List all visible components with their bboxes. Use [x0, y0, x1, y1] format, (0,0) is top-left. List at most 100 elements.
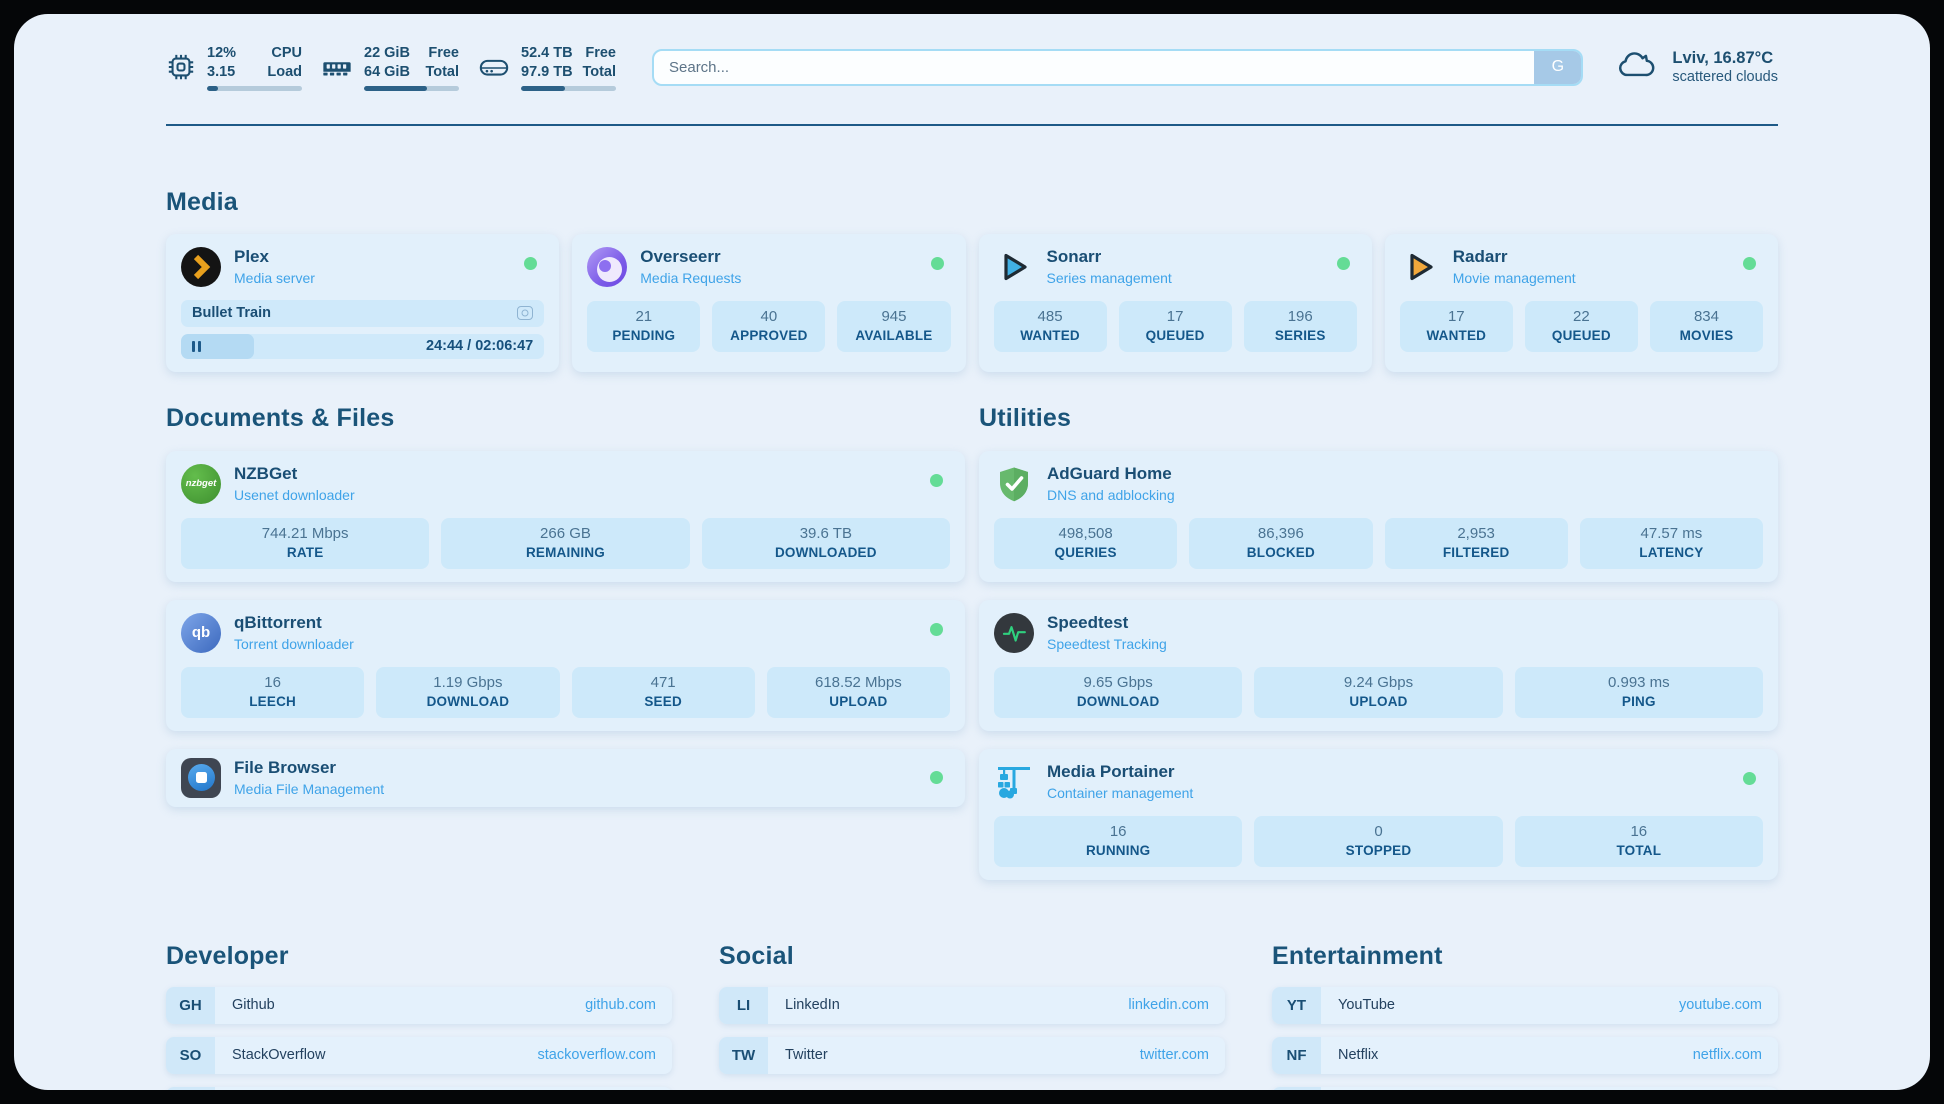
disk-progress-bar — [521, 85, 616, 91]
section-utilities: Utilities — [979, 404, 1778, 880]
cloud-icon — [1615, 47, 1659, 88]
app-title: Media Portainer — [1047, 762, 1175, 782]
status-dot — [524, 256, 538, 270]
ram-labels: Free Total — [425, 45, 459, 80]
disk-icon — [478, 52, 510, 82]
portainer-icon — [994, 762, 1034, 802]
section-title-social: Social — [719, 941, 794, 970]
app-title: AdGuard Home — [1047, 464, 1172, 484]
app-card-portainer[interactable]: Media Portainer Container management 16 … — [979, 748, 1778, 880]
stat-tile: 17 WANTED — [1399, 300, 1513, 352]
bookmark-netflix[interactable]: NF Netflix netflix.com — [1272, 1036, 1778, 1074]
stat-tile: 47.57 ms LATENCY — [1579, 517, 1763, 569]
weather-location-temp: Lviv, 16.87°C — [1672, 49, 1774, 68]
stat-tile: 9.24 Gbps UPLOAD — [1254, 666, 1503, 718]
cpu-stat: 12% 3.15 CPU Load — [166, 44, 302, 91]
bookmark-name: Twitter — [785, 1047, 828, 1064]
dashboard-page: 12% 3.15 CPU Load — [14, 14, 1930, 1090]
bookmark-github[interactable]: GH Github github.com — [166, 986, 672, 1024]
disk-labels: Free Total — [582, 45, 616, 80]
sonarr-icon — [994, 247, 1034, 287]
bookmark-url: github.com — [585, 997, 656, 1014]
speedtest-icon — [994, 612, 1034, 653]
plex-icon — [181, 246, 221, 287]
pause-icon[interactable] — [192, 340, 202, 352]
app-title: Plex — [234, 247, 269, 267]
stat-tile: 945 AVAILABLE — [837, 300, 951, 352]
cpu-progress-bar — [207, 85, 302, 91]
app-subtitle: Media server — [234, 269, 315, 286]
bookmark-name: Github — [232, 997, 275, 1014]
disk-stat: 52.4 TB 97.9 TB Free Total — [478, 44, 616, 91]
search-input[interactable] — [652, 48, 1584, 86]
app-card-filebrowser[interactable]: File Browser Media File Management — [166, 748, 965, 807]
disk-values: 52.4 TB 97.9 TB — [521, 45, 573, 80]
bookmark-abbr: LI — [719, 986, 768, 1024]
bookmark-reddit[interactable]: RE Reddit reddit.com — [1272, 1086, 1778, 1090]
app-subtitle: DNS and adblocking — [1047, 486, 1175, 503]
bookmark-abbr: YT — [1272, 986, 1321, 1024]
ram-stat: 22 GiB 64 GiB Free Total — [321, 44, 459, 91]
bookmarks-developer: Developer GH Github github.com SO StackO… — [166, 942, 672, 1090]
bookmark-linkedin[interactable]: LI LinkedIn linkedin.com — [719, 986, 1225, 1024]
stat-tile: 2,953 FILTERED — [1384, 517, 1568, 569]
bookmark-youtube[interactable]: YT YouTube youtube.com — [1272, 986, 1778, 1024]
cpu-values: 12% 3.15 — [207, 45, 237, 80]
app-card-nzbget[interactable]: nzbget NZBGet Usenet downloader 744.21 M… — [166, 450, 965, 582]
stat-tile: 498,508 QUERIES — [994, 517, 1178, 569]
radarr-icon — [1400, 247, 1440, 287]
filebrowser-icon — [181, 757, 221, 798]
bookmark-dev[interactable]: DT DEV dev.to — [166, 1086, 672, 1090]
app-subtitle: Series management — [1046, 269, 1172, 286]
stat-tile: 0 STOPPED — [1254, 815, 1503, 867]
app-card-plex[interactable]: Plex Media server Bullet Train 24:44 / 0… — [166, 233, 560, 372]
stat-tile: 266 GB REMAINING — [441, 517, 690, 569]
status-dot — [1743, 256, 1756, 270]
stat-tile: 744.21 Mbps RATE — [181, 517, 430, 569]
section-title-documents: Documents & Files — [166, 403, 395, 432]
top-bar: 12% 3.15 CPU Load — [166, 14, 1778, 91]
bookmark-twitter[interactable]: TW Twitter twitter.com — [719, 1036, 1225, 1074]
bookmark-name: Netflix — [1338, 1047, 1379, 1064]
app-card-speedtest[interactable]: Speedtest Speedtest Tracking 9.65 Gbps D… — [979, 599, 1778, 731]
search-engine-button[interactable]: G — [1534, 50, 1582, 84]
stat-tile: 22 QUEUED — [1524, 300, 1638, 352]
section-documents: Documents & Files nzbget NZBGet Usenet d… — [166, 404, 965, 880]
video-icon[interactable] — [517, 306, 534, 321]
header-divider — [166, 123, 1778, 126]
bookmark-abbr: GH — [166, 986, 215, 1024]
bookmark-stackoverflow[interactable]: SO StackOverflow stackoverflow.com — [166, 1036, 672, 1074]
app-card-radarr[interactable]: Radarr Movie management 17 WANTED 22 QUE… — [1384, 233, 1778, 372]
bookmarks-entertainment: Entertainment YT YouTube youtube.com NF … — [1272, 942, 1778, 1090]
app-title: File Browser — [234, 758, 337, 778]
app-card-sonarr[interactable]: Sonarr Series management 485 WANTED 17 Q… — [978, 233, 1372, 372]
nzbget-icon: nzbget — [181, 463, 221, 504]
cpu-icon — [166, 52, 196, 82]
qbittorrent-icon: qb — [181, 612, 221, 653]
status-dot — [1743, 771, 1756, 785]
app-card-qbittorrent[interactable]: qb qBittorrent Torrent downloader 16 — [166, 599, 965, 731]
app-subtitle: Media File Management — [234, 780, 385, 797]
status-dot — [930, 256, 944, 270]
stat-tile: 196 SERIES — [1243, 300, 1357, 352]
section-title-developer: Developer — [166, 941, 289, 970]
app-title: qBittorrent — [234, 613, 322, 633]
section-title-media: Media — [166, 187, 238, 216]
app-card-adguard[interactable]: AdGuard Home DNS and adblocking 498,508 … — [979, 450, 1778, 582]
app-title: Radarr — [1452, 247, 1508, 267]
app-subtitle: Speedtest Tracking — [1047, 635, 1167, 652]
bookmark-url: twitter.com — [1139, 1047, 1209, 1064]
stat-tile: 16 TOTAL — [1514, 815, 1763, 867]
section-media: Media Plex Media server — [166, 188, 1778, 372]
playback-progress: 24:44 / 02:06:47 — [181, 333, 545, 359]
bookmark-url: stackoverflow.com — [537, 1047, 656, 1064]
now-playing-title: Bullet Train — [192, 305, 271, 322]
bookmark-abbr: SO — [166, 1036, 215, 1074]
ram-values: 22 GiB 64 GiB — [364, 45, 410, 80]
bookmark-url: youtube.com — [1678, 997, 1762, 1014]
weather-condition: scattered clouds — [1672, 69, 1778, 86]
stat-tile: 9.65 Gbps DOWNLOAD — [994, 666, 1243, 718]
app-card-overseerr[interactable]: Overseerr Media Requests 21 PENDING 40 A… — [572, 233, 966, 372]
app-subtitle: Torrent downloader — [234, 635, 354, 652]
bookmark-name: YouTube — [1338, 997, 1395, 1014]
